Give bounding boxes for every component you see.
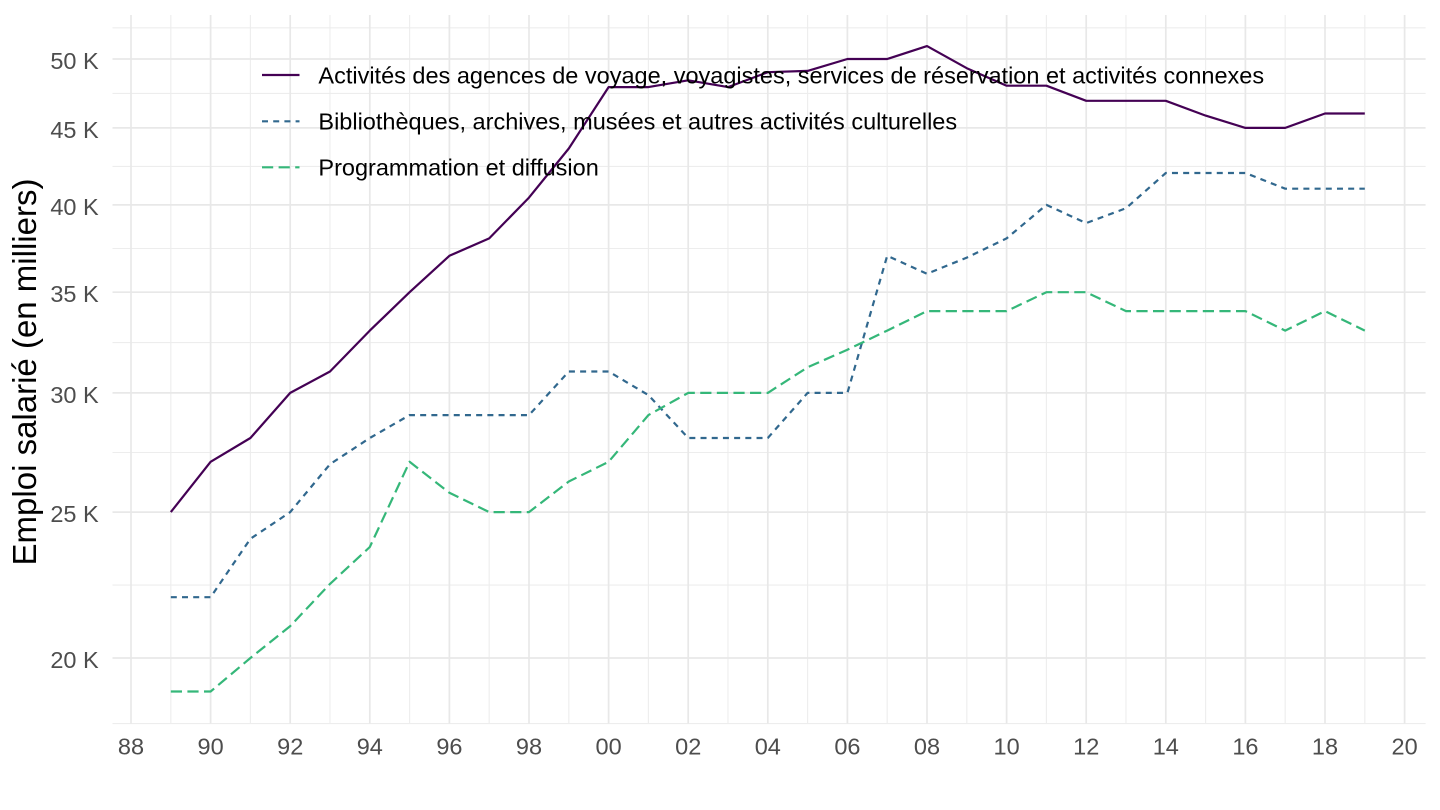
svg-text:00: 00 — [596, 734, 622, 760]
svg-text:88: 88 — [118, 734, 144, 760]
svg-text:Bibliothèques, archives, musée: Bibliothèques, archives, musées et autre… — [318, 109, 957, 135]
svg-text:Activités des agences de voyag: Activités des agences de voyage, voyagis… — [318, 62, 1264, 88]
svg-text:10: 10 — [994, 734, 1020, 760]
svg-text:08: 08 — [914, 734, 940, 760]
svg-text:20 K: 20 K — [50, 647, 99, 673]
svg-text:96: 96 — [436, 734, 462, 760]
svg-text:14: 14 — [1153, 734, 1179, 760]
svg-text:98: 98 — [516, 734, 542, 760]
svg-text:04: 04 — [755, 734, 781, 760]
svg-text:45 K: 45 K — [50, 117, 99, 143]
svg-text:25 K: 25 K — [50, 501, 99, 527]
svg-text:18: 18 — [1312, 734, 1338, 760]
svg-text:35 K: 35 K — [50, 281, 99, 307]
svg-text:50 K: 50 K — [50, 48, 99, 74]
svg-text:94: 94 — [357, 734, 383, 760]
svg-text:30 K: 30 K — [50, 382, 99, 408]
svg-text:20: 20 — [1392, 734, 1418, 760]
svg-text:06: 06 — [834, 734, 860, 760]
svg-text:40 K: 40 K — [50, 194, 99, 220]
svg-text:92: 92 — [277, 734, 303, 760]
svg-text:Programmation et diffusion: Programmation et diffusion — [318, 155, 598, 181]
svg-text:12: 12 — [1073, 734, 1099, 760]
svg-text:90: 90 — [198, 734, 224, 760]
svg-text:16: 16 — [1232, 734, 1258, 760]
svg-text:Emploi salarié (en milliers): Emploi salarié (en milliers) — [6, 179, 43, 566]
svg-text:02: 02 — [675, 734, 701, 760]
